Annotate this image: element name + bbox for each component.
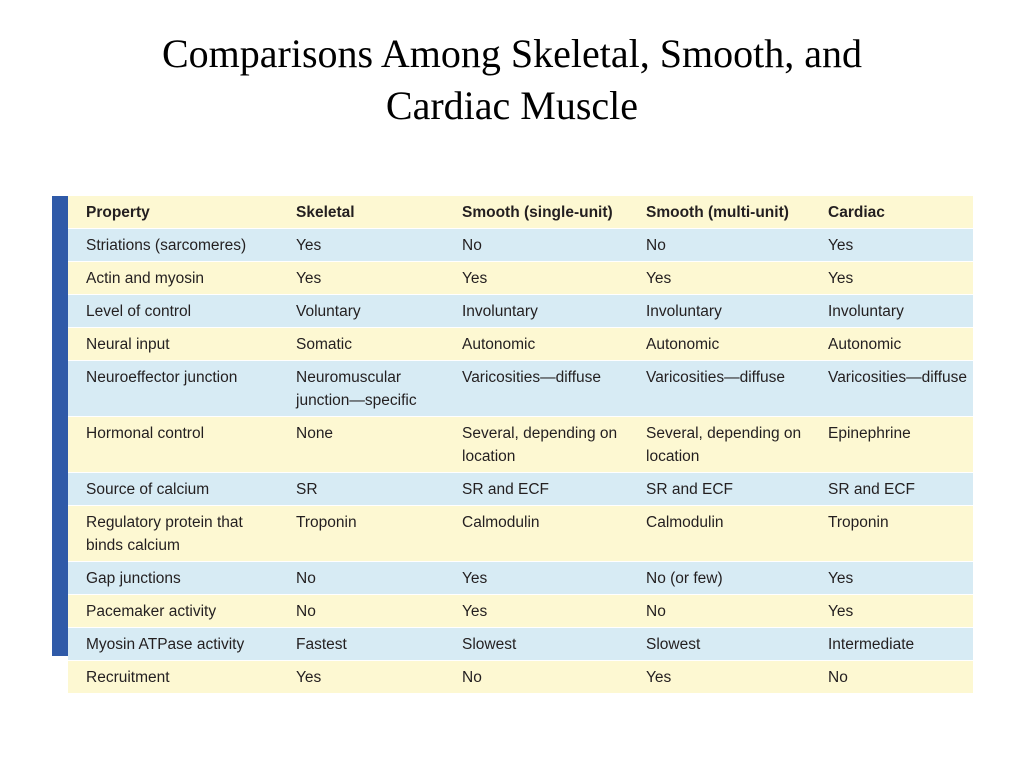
slide-title-line-2: Cardiac Muscle — [385, 83, 639, 128]
skeletal-cell: No — [296, 603, 316, 620]
slide-title: Comparisons Among Skeletal, Smooth, and … — [0, 28, 1024, 132]
smooth-single-cell: Yes — [462, 570, 488, 587]
property-cell: Pacemaker activity — [86, 603, 217, 620]
table-row: Regulatory protein that binds calcium Tr… — [68, 505, 973, 562]
cardiac-cell: Varicosities—diffuse — [828, 369, 967, 386]
smooth-multi-cell: Yes — [646, 270, 672, 287]
skeletal-cell: Fastest — [296, 636, 347, 653]
smooth-single-cell: Yes — [462, 603, 488, 620]
property-cell: Myosin ATPase activity — [86, 636, 245, 653]
table-row: Hormonal control None Several, depending… — [68, 416, 973, 473]
table-row: Striations (sarcomeres) Yes No No Yes — [68, 228, 973, 262]
table-row: Level of control Voluntary Involuntary I… — [68, 294, 973, 328]
property-cell: Gap junctions — [86, 570, 181, 587]
skeletal-cell: None — [296, 425, 334, 442]
smooth-single-cell: SR and ECF — [462, 481, 550, 498]
table-row: Recruitment Yes No Yes No — [68, 660, 973, 693]
property-cell: Regulatory protein that binds calcium — [86, 514, 243, 554]
smooth-single-cell: Varicosities—diffuse — [462, 369, 601, 386]
skeletal-cell: Yes — [296, 669, 322, 686]
cardiac-cell: No — [828, 669, 848, 686]
skeletal-cell: Troponin — [296, 514, 357, 531]
smooth-single-cell: No — [462, 237, 482, 254]
skeletal-cell: Yes — [296, 237, 322, 254]
property-cell: Hormonal control — [86, 425, 205, 442]
cardiac-cell: Yes — [828, 270, 854, 287]
table-row: Neuroeffector junction Neuromuscular jun… — [68, 360, 973, 417]
property-cell: Level of control — [86, 303, 192, 320]
smooth-single-cell: No — [462, 669, 482, 686]
smooth-multi-cell: Autonomic — [646, 336, 720, 353]
skeletal-cell: Yes — [296, 270, 322, 287]
property-cell: Neuroeffector junction — [86, 369, 238, 386]
header-smooth-multi-unit: Smooth (multi-unit) — [646, 204, 789, 221]
smooth-multi-cell: SR and ECF — [646, 481, 734, 498]
skeletal-cell: Voluntary — [296, 303, 361, 320]
smooth-single-cell: Yes — [462, 270, 488, 287]
comparison-table-container: Property Skeletal Smooth (single-unit) S… — [52, 196, 973, 693]
table-accent-bar — [52, 196, 68, 656]
smooth-single-cell: Involuntary — [462, 303, 538, 320]
cardiac-cell: Yes — [828, 570, 854, 587]
property-cell: Recruitment — [86, 669, 170, 686]
smooth-single-cell: Slowest — [462, 636, 517, 653]
smooth-multi-cell: Involuntary — [646, 303, 722, 320]
property-cell: Striations (sarcomeres) — [86, 237, 247, 254]
skeletal-cell: No — [296, 570, 316, 587]
table-row: Myosin ATPase activity Fastest Slowest S… — [68, 627, 973, 661]
cardiac-cell: Yes — [828, 603, 854, 620]
slide-title-line-1: Comparisons Among Skeletal, Smooth, and — [162, 31, 862, 76]
property-cell: Neural input — [86, 336, 170, 353]
table-row: Neural input Somatic Autonomic Autonomic… — [68, 327, 973, 361]
cardiac-cell: Epinephrine — [828, 425, 911, 442]
skeletal-cell: Somatic — [296, 336, 352, 353]
header-skeletal: Skeletal — [296, 204, 355, 221]
table-row: Source of calcium SR SR and ECF SR and E… — [68, 472, 973, 506]
cardiac-cell: Yes — [828, 237, 854, 254]
smooth-single-cell: Autonomic — [462, 336, 536, 353]
smooth-multi-cell: Several, depending on location — [646, 425, 802, 465]
cardiac-cell: SR and ECF — [828, 481, 916, 498]
cardiac-cell: Troponin — [828, 514, 889, 531]
skeletal-cell: Neuromuscular junction—specific — [296, 369, 417, 409]
smooth-single-cell: Calmodulin — [462, 514, 540, 531]
table-row: Gap junctions No Yes No (or few) Yes — [68, 561, 973, 595]
skeletal-cell: SR — [296, 481, 318, 498]
header-property: Property — [86, 204, 150, 221]
cardiac-cell: Involuntary — [828, 303, 904, 320]
smooth-multi-cell: No — [646, 237, 666, 254]
header-cardiac: Cardiac — [828, 204, 885, 221]
property-cell: Source of calcium — [86, 481, 210, 498]
cardiac-cell: Intermediate — [828, 636, 915, 653]
table-header-row: Property Skeletal Smooth (single-unit) S… — [68, 196, 973, 229]
smooth-single-cell: Several, depending on location — [462, 425, 618, 465]
muscle-comparison-table: Property Skeletal Smooth (single-unit) S… — [68, 196, 973, 693]
smooth-multi-cell: Yes — [646, 669, 672, 686]
smooth-multi-cell: Calmodulin — [646, 514, 724, 531]
smooth-multi-cell: No (or few) — [646, 570, 723, 587]
smooth-multi-cell: Varicosities—diffuse — [646, 369, 785, 386]
header-smooth-single-unit: Smooth (single-unit) — [462, 204, 613, 221]
cardiac-cell: Autonomic — [828, 336, 902, 353]
property-cell: Actin and myosin — [86, 270, 205, 287]
smooth-multi-cell: Slowest — [646, 636, 701, 653]
smooth-multi-cell: No — [646, 603, 666, 620]
table-row: Actin and myosin Yes Yes Yes Yes — [68, 261, 973, 295]
table-row: Pacemaker activity No Yes No Yes — [68, 594, 973, 628]
